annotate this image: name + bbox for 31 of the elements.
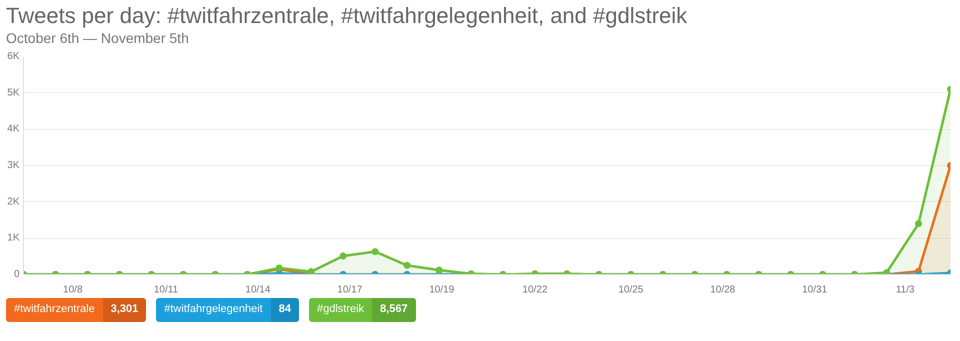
- point: [915, 220, 922, 228]
- x-tick-label: 10/8: [63, 284, 83, 296]
- point: [340, 252, 347, 260]
- point: [372, 248, 379, 256]
- x-tick-label: 10/31: [802, 284, 828, 296]
- point: [436, 266, 443, 274]
- y-tick-label: 6K: [7, 51, 20, 62]
- text: 3,301: [102, 298, 146, 322]
- y-tick-label: 4K: [7, 124, 20, 135]
- text: 84: [270, 298, 299, 322]
- y-tick-label: 0: [14, 269, 20, 280]
- text: #gdlstreik: [308, 298, 372, 322]
- x-tick-label: 10/17: [337, 284, 363, 296]
- text: 8,567: [372, 298, 416, 322]
- y-tick-label: 1K: [7, 232, 20, 244]
- chart-subtitle: October 6th — November 5th: [6, 29, 189, 48]
- y-tick-label: 3K: [7, 160, 20, 171]
- x-tick-label: 10/22: [522, 284, 548, 296]
- y-tick-label: 2K: [7, 196, 20, 208]
- x-tick-label: 10/19: [429, 284, 455, 296]
- point: [404, 262, 411, 269]
- x-tick-label: 11/3: [896, 284, 916, 296]
- y-tick-label: 5K: [7, 87, 20, 98]
- chart-title: Tweets per day: #twitfahrzentrale, #twitfahrgelegenheit, and #gdlstreik: [6, 2, 688, 30]
- point: [308, 268, 315, 274]
- x-tick-label: 10/14: [245, 284, 271, 296]
- x-tick-label: 10/28: [710, 284, 736, 296]
- text: #twitfahrgelegenheit: [156, 298, 271, 322]
- x-tick-label: 10/11: [154, 284, 179, 296]
- text: #twitfahrzentrale: [6, 298, 103, 322]
- x-tick-label: 10/25: [618, 284, 644, 296]
